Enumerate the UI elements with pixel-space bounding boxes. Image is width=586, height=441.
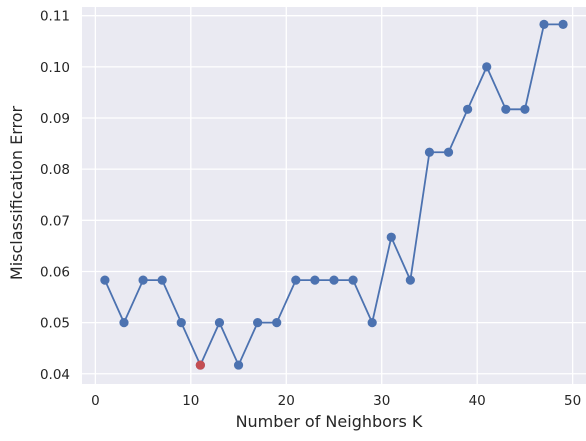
data-point — [367, 318, 377, 328]
plot-background — [82, 7, 586, 384]
y-tick-label: 0.10 — [40, 60, 70, 76]
data-point — [272, 318, 282, 328]
data-point — [119, 318, 129, 328]
data-point — [157, 275, 167, 285]
x-tick-labels: 0 10 20 30 40 50 — [91, 393, 581, 409]
data-point — [310, 275, 320, 285]
minimum-error-point — [195, 360, 205, 370]
y-tick-label: 0.06 — [40, 264, 70, 280]
data-point — [501, 104, 511, 114]
data-point — [176, 318, 186, 328]
data-point — [482, 62, 492, 72]
data-point — [291, 275, 301, 285]
x-tick-label: 50 — [564, 393, 581, 409]
data-point — [329, 275, 339, 285]
data-point — [443, 147, 454, 157]
data-point — [424, 147, 435, 157]
data-point — [386, 232, 396, 242]
data-point — [348, 275, 358, 285]
y-tick-label: 0.07 — [40, 213, 70, 229]
y-tick-label: 0.08 — [40, 162, 70, 178]
data-point — [214, 318, 225, 328]
y-tick-labels: 0.04 0.05 0.06 0.07 0.08 0.09 0.10 0.11 — [40, 9, 70, 383]
y-tick-label: 0.04 — [40, 367, 70, 383]
y-tick-label: 0.11 — [40, 9, 70, 25]
x-tick-label: 10 — [182, 393, 199, 409]
data-point — [253, 318, 263, 328]
data-point — [463, 104, 473, 114]
x-axis-label: Number of Neighbors K — [236, 412, 423, 431]
data-point — [100, 275, 110, 285]
data-point — [558, 19, 568, 29]
x-tick-label: 30 — [373, 393, 390, 409]
x-tick-label: 20 — [278, 393, 295, 409]
data-point — [233, 360, 244, 370]
x-tick-label: 0 — [91, 393, 100, 409]
data-point — [405, 275, 415, 285]
data-point — [539, 19, 549, 29]
gridlines — [82, 7, 586, 384]
x-tick-label: 40 — [469, 393, 486, 409]
y-tick-label: 0.05 — [40, 316, 70, 332]
data-point — [520, 104, 530, 114]
y-axis-label: Misclassification Error — [7, 106, 26, 281]
data-point — [138, 275, 148, 285]
y-tick-label: 0.09 — [40, 111, 70, 127]
data-series — [100, 19, 568, 370]
